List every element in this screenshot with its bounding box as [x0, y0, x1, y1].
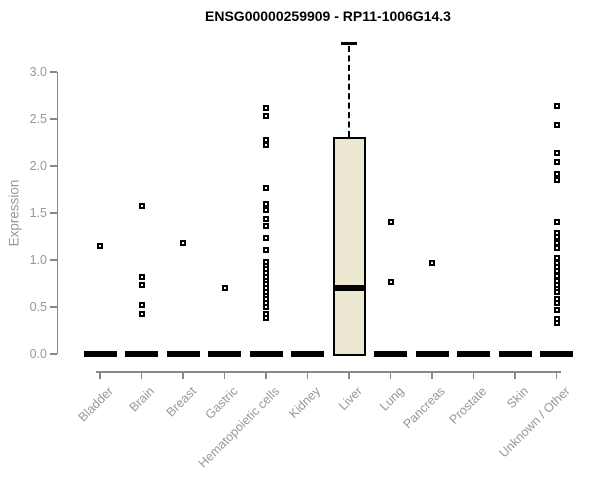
boxplot-median-line [332, 285, 366, 292]
x-axis-tick [306, 371, 309, 379]
data-point-marker [221, 285, 228, 292]
x-axis-tick [265, 371, 267, 379]
data-point-marker [138, 282, 145, 289]
data-point-marker [263, 246, 269, 253]
chart-title: ENSG00000259909 - RP11-1006G14.3 [205, 8, 451, 24]
data-point-marker [97, 242, 103, 249]
y-axis-tick [49, 306, 57, 308]
data-point-marker [553, 121, 560, 128]
y-axis-tick [49, 259, 57, 261]
x-axis-tick [99, 371, 101, 379]
y-axis-line [56, 72, 58, 354]
data-point-marker [180, 240, 186, 247]
data-point-marker [263, 104, 269, 111]
data-point-marker [553, 171, 560, 178]
x-axis-category-label: Kidney [286, 384, 324, 421]
data-point-marker [138, 302, 145, 309]
x-axis-category-label: Gastric [202, 384, 241, 422]
zero-expression-bar [249, 351, 283, 357]
x-axis-tick [514, 371, 516, 379]
y-axis-tick-label: 0.0 [29, 347, 47, 361]
x-axis-line [96, 371, 561, 373]
data-point-marker [138, 310, 145, 317]
data-point-marker [138, 273, 145, 280]
data-point-marker [553, 219, 560, 226]
data-point-marker [553, 177, 560, 184]
x-axis-tick [348, 371, 350, 379]
x-axis-tick [223, 371, 226, 379]
data-point-marker [263, 223, 269, 230]
x-axis-tick [555, 371, 558, 379]
data-point-marker [553, 306, 560, 313]
boxplot-box [332, 136, 366, 356]
data-point-marker [263, 207, 269, 214]
zero-expression-bar [125, 351, 158, 357]
data-point-marker [138, 203, 145, 210]
y-axis-tick-label: 1.5 [29, 206, 47, 220]
data-point-marker [263, 113, 269, 120]
data-point-marker [553, 234, 560, 241]
x-axis-category-label: Prostate [446, 384, 490, 427]
zero-expression-bar [374, 351, 407, 357]
data-point-marker [429, 259, 435, 266]
data-point-marker [263, 184, 269, 191]
data-point-marker [263, 315, 269, 322]
data-point-marker [553, 300, 560, 307]
data-point-marker [553, 159, 560, 166]
zero-expression-bar [166, 351, 200, 357]
x-axis-tick [389, 371, 392, 379]
data-point-marker [553, 102, 560, 109]
zero-expression-bar [498, 351, 532, 357]
data-point-marker [387, 278, 394, 285]
x-axis-category-label: Bladder [75, 384, 116, 425]
data-point-marker [553, 244, 560, 251]
x-axis-category-label: Skin [503, 384, 531, 412]
y-axis-tick-label: 0.5 [29, 300, 47, 314]
zero-expression-bar [208, 351, 241, 357]
data-point-marker [553, 149, 560, 156]
y-axis-tick-label: 2.5 [29, 112, 47, 126]
x-axis-tick [472, 371, 475, 379]
zero-expression-bar [83, 351, 117, 357]
x-axis-category-label: Unknown / Other [496, 384, 573, 461]
data-point-marker [263, 136, 269, 143]
data-point-marker [553, 288, 560, 295]
y-axis-tick [49, 212, 57, 214]
zero-expression-bar [457, 351, 490, 357]
zero-expression-bar [291, 351, 324, 357]
data-point-marker [263, 142, 269, 149]
y-axis-tick [49, 165, 57, 167]
x-axis-tick [431, 371, 433, 379]
x-axis-category-label: Hematopoietic cells [195, 384, 282, 471]
y-axis-tick [49, 353, 57, 355]
x-axis-category-label: Brain [126, 384, 158, 415]
data-point-marker [263, 304, 269, 310]
zero-expression-bar [540, 351, 573, 357]
x-axis-category-label: Lung [376, 384, 407, 414]
y-axis-tick [49, 71, 57, 73]
data-point-marker [263, 200, 269, 207]
y-axis-tick-label: 1.0 [29, 253, 47, 267]
boxplot-whisker-line [348, 45, 350, 137]
y-axis-tick-label: 2.0 [29, 159, 47, 173]
data-point-marker [263, 235, 269, 242]
data-point-marker [387, 219, 394, 226]
x-axis-category-label: Liver [335, 384, 365, 414]
data-point-marker [553, 319, 560, 326]
boxplot-whisker-cap [341, 42, 357, 46]
data-point-marker [263, 215, 269, 222]
x-axis-tick [182, 371, 184, 379]
y-axis-tick-label: 3.0 [29, 65, 47, 79]
zero-expression-bar [415, 351, 449, 357]
x-axis-category-label: Pancreas [400, 384, 448, 432]
x-axis-category-label: Breast [163, 384, 199, 420]
x-axis-tick [140, 371, 143, 379]
y-axis-tick [49, 118, 57, 120]
